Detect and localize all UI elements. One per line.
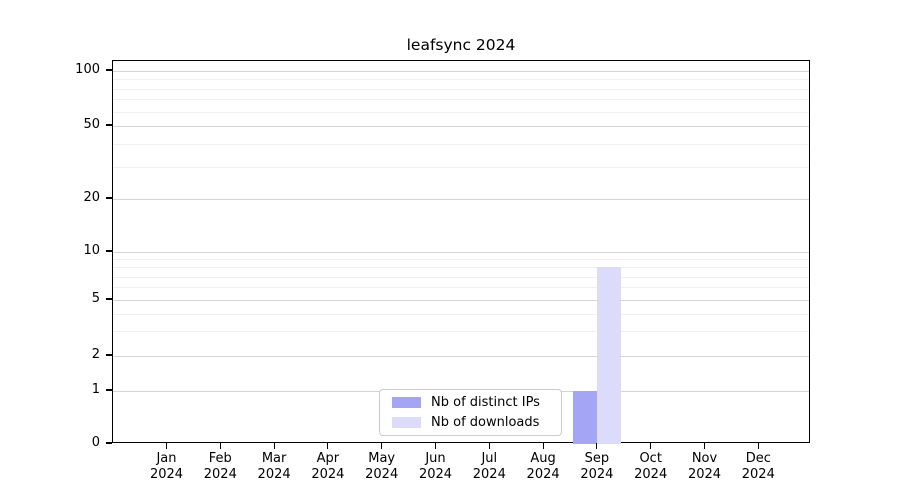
x-tick-label: Mar 2024 [257,451,291,482]
x-tick [703,443,706,449]
y-tick [106,442,112,444]
x-tick-label: Apr 2024 [311,451,345,482]
y-gridline-minor [113,313,809,315]
y-tick-label: 20 [83,190,100,205]
x-tick-label: Feb 2024 [203,451,237,482]
y-tick-label: 0 [91,435,100,450]
x-tick [488,443,490,449]
x-tick [381,443,383,449]
y-gridline-major [113,300,809,301]
y-gridline-major [113,252,809,253]
legend-swatch-distinct-ips [392,397,421,408]
x-tick [219,443,221,449]
y-tick [106,69,112,71]
legend-entry-downloads: Nb of downloads [392,415,561,430]
y-tick-label: 100 [75,62,100,77]
x-tick-label: Jul 2024 [472,451,506,482]
bar-distinct-ips [572,391,597,444]
bar-downloads [596,267,621,444]
x-tick-label: May 2024 [365,451,399,482]
x-tick [434,443,437,449]
y-tick-label: 1 [91,382,100,397]
x-tick-label: Aug 2024 [526,451,560,482]
y-tick-label: 50 [83,117,100,132]
y-tick [106,389,112,391]
y-tick-label: 10 [83,243,100,258]
y-gridline-major [113,199,809,200]
y-gridline-minor [113,331,809,333]
y-gridline-minor [113,259,809,261]
x-tick [596,443,598,449]
y-tick [106,298,112,300]
y-gridline-minor [113,111,809,113]
x-tick-label: Jan 2024 [149,451,184,482]
x-tick-label: Dec 2024 [741,451,775,482]
y-tick [106,124,112,126]
y-tick [106,197,112,199]
y-gridline-minor [113,267,809,269]
y-tick-label: 2 [91,347,100,362]
y-gridline-minor [113,143,809,145]
plot-area: Nb of distinct IPs Nb of downloads [112,60,810,444]
x-tick-label: Nov 2024 [687,451,722,482]
x-tick-label: Jun 2024 [418,451,453,482]
x-tick [165,443,168,449]
y-tick-label: 5 [91,291,100,306]
chart-title: leafsync 2024 [406,36,516,54]
y-gridline-minor [113,287,809,289]
legend-label-distinct-ips: Nb of distinct IPs [431,395,540,410]
y-tick [106,250,112,252]
x-tick [757,443,759,449]
y-gridline-minor [113,79,809,81]
legend-label-downloads: Nb of downloads [431,415,540,430]
x-tick [273,443,275,449]
x-tick [327,443,329,449]
y-gridline-major [113,126,809,127]
y-gridline-major [113,356,809,357]
x-tick-label: Sep 2024 [580,451,614,482]
y-gridline-minor [113,99,809,101]
y-gridline-major [113,71,809,72]
legend-entry-distinct-ips: Nb of distinct IPs [392,395,561,410]
y-gridline-minor [113,88,809,90]
y-gridline-minor [113,276,809,278]
y-gridline-minor [113,166,809,168]
legend-swatch-downloads [392,417,421,428]
x-tick [650,443,652,449]
legend: Nb of distinct IPs Nb of downloads [379,389,562,436]
y-tick [106,354,112,356]
x-tick-label: Oct 2024 [634,451,668,482]
x-tick [542,443,544,449]
